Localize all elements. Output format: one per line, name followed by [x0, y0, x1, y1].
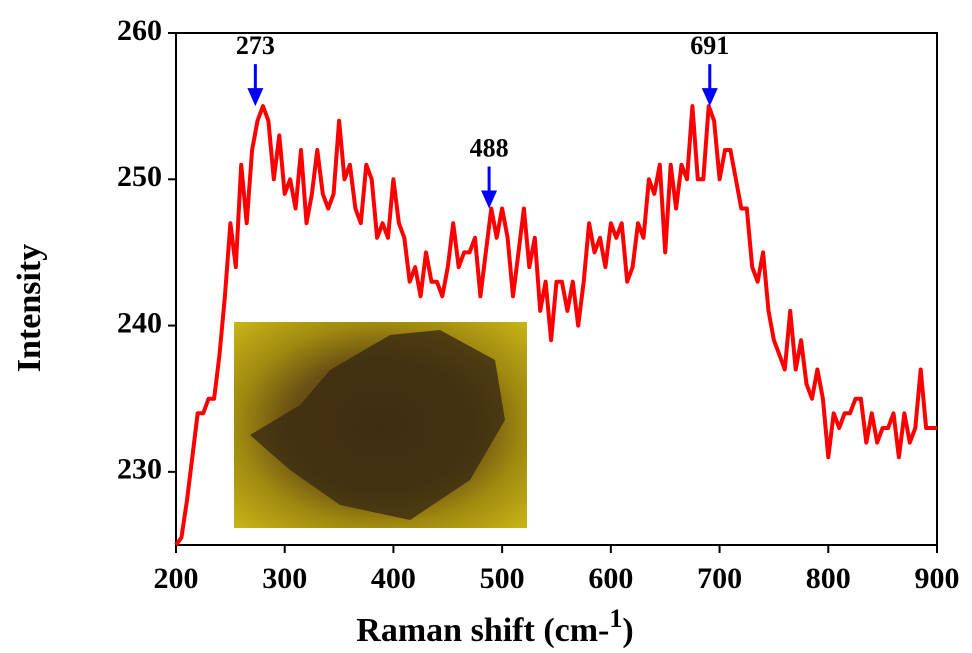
chart: Intensity Raman shift (cm-1) 230 240 250 26… — [0, 0, 972, 653]
arrow-head — [481, 191, 497, 209]
arrow-head — [702, 88, 718, 106]
x-tick-label: 400 — [371, 562, 416, 595]
x-axis-label: Raman shift (cm-1) — [356, 604, 633, 649]
x-tick-label: 900 — [915, 562, 960, 595]
y-tick-label: 240 — [117, 306, 162, 339]
y-tick-label: 230 — [117, 453, 162, 486]
x-tick-label: 300 — [262, 562, 307, 595]
arrow-head — [247, 88, 263, 106]
y-tick-label: 250 — [117, 160, 162, 193]
annotation-label: 488 — [470, 134, 509, 163]
x-tick-label: 200 — [154, 562, 199, 595]
y-tick-label: 260 — [117, 14, 162, 47]
x-tick-label: 600 — [588, 562, 633, 595]
x-tick-label: 800 — [806, 562, 851, 595]
x-tick-label: 700 — [697, 562, 742, 595]
inset-photo — [234, 322, 527, 528]
y-axis-label: Intensity — [11, 244, 48, 372]
annotation-label: 691 — [690, 31, 729, 60]
x-tick-label: 500 — [480, 562, 525, 595]
annotation-label: 273 — [236, 31, 275, 60]
